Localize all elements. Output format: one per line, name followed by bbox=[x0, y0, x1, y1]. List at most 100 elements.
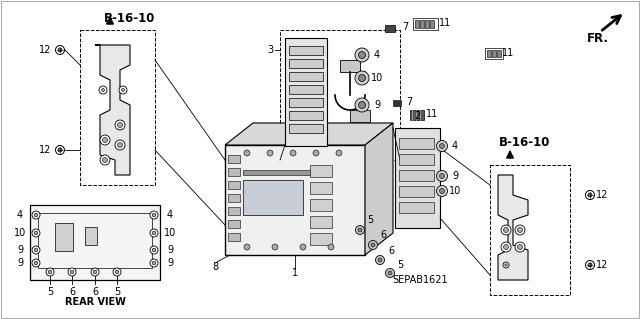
Text: 6: 6 bbox=[69, 287, 75, 297]
Circle shape bbox=[588, 263, 592, 267]
Circle shape bbox=[358, 75, 365, 81]
Circle shape bbox=[58, 48, 62, 52]
Polygon shape bbox=[95, 45, 130, 175]
Circle shape bbox=[150, 211, 158, 219]
Text: 8: 8 bbox=[212, 262, 218, 272]
Text: FR.: FR. bbox=[587, 32, 609, 44]
Bar bbox=[413, 18, 438, 30]
Circle shape bbox=[440, 189, 445, 194]
Circle shape bbox=[586, 261, 595, 270]
Bar bbox=[289, 85, 323, 94]
Bar bbox=[415, 20, 419, 28]
Bar bbox=[289, 46, 323, 55]
Text: 10: 10 bbox=[371, 73, 383, 83]
Bar bbox=[80, 30, 155, 185]
Bar bbox=[310, 216, 332, 228]
Bar bbox=[310, 182, 332, 194]
Text: 2: 2 bbox=[414, 111, 420, 121]
Circle shape bbox=[515, 242, 525, 252]
Text: 12: 12 bbox=[39, 145, 51, 155]
Circle shape bbox=[355, 48, 369, 62]
Bar bbox=[243, 180, 303, 215]
Circle shape bbox=[70, 270, 74, 274]
Bar bbox=[399, 138, 434, 149]
Text: 9: 9 bbox=[167, 245, 173, 255]
Circle shape bbox=[518, 244, 522, 249]
Bar bbox=[430, 20, 434, 28]
Text: 6: 6 bbox=[92, 287, 98, 297]
Bar bbox=[228, 207, 240, 215]
Text: 10: 10 bbox=[14, 228, 26, 238]
Text: 5: 5 bbox=[367, 215, 373, 225]
Bar bbox=[289, 111, 323, 120]
Circle shape bbox=[290, 150, 296, 156]
Circle shape bbox=[122, 88, 125, 92]
Polygon shape bbox=[498, 175, 528, 280]
Bar bbox=[55, 223, 73, 251]
Circle shape bbox=[118, 122, 122, 128]
Circle shape bbox=[336, 150, 342, 156]
Circle shape bbox=[504, 244, 509, 249]
Bar bbox=[492, 50, 496, 57]
Circle shape bbox=[152, 261, 156, 265]
Circle shape bbox=[440, 174, 445, 179]
Circle shape bbox=[501, 225, 511, 235]
Bar bbox=[399, 170, 434, 181]
Circle shape bbox=[505, 264, 507, 266]
Bar bbox=[228, 233, 240, 241]
Circle shape bbox=[376, 256, 385, 264]
Circle shape bbox=[388, 271, 392, 275]
Bar bbox=[228, 220, 240, 228]
Circle shape bbox=[358, 101, 365, 108]
Circle shape bbox=[46, 268, 54, 276]
Text: 5: 5 bbox=[114, 287, 120, 297]
Bar bbox=[399, 154, 434, 165]
Text: 5: 5 bbox=[47, 287, 53, 297]
Bar bbox=[243, 170, 318, 175]
Circle shape bbox=[32, 229, 40, 237]
Circle shape bbox=[115, 140, 125, 150]
Bar bbox=[395, 128, 440, 228]
Bar bbox=[490, 165, 570, 295]
Circle shape bbox=[267, 150, 273, 156]
Text: 9: 9 bbox=[17, 258, 23, 268]
Text: 12: 12 bbox=[596, 190, 608, 200]
Circle shape bbox=[504, 227, 509, 233]
Circle shape bbox=[378, 258, 382, 262]
Bar bbox=[289, 98, 323, 107]
Circle shape bbox=[328, 244, 334, 250]
Circle shape bbox=[244, 150, 250, 156]
Circle shape bbox=[113, 268, 121, 276]
Circle shape bbox=[102, 137, 108, 143]
Circle shape bbox=[152, 248, 156, 252]
Text: 7: 7 bbox=[406, 97, 412, 107]
Circle shape bbox=[244, 244, 250, 250]
Polygon shape bbox=[365, 123, 393, 255]
Circle shape bbox=[115, 120, 125, 130]
Circle shape bbox=[152, 213, 156, 217]
Text: 3: 3 bbox=[267, 45, 273, 55]
Circle shape bbox=[102, 88, 104, 92]
Text: B-16-10: B-16-10 bbox=[104, 11, 156, 25]
Circle shape bbox=[150, 259, 158, 267]
Polygon shape bbox=[225, 123, 393, 145]
Circle shape bbox=[385, 269, 394, 278]
Text: 9: 9 bbox=[452, 171, 458, 181]
Circle shape bbox=[32, 246, 40, 254]
Circle shape bbox=[93, 270, 97, 274]
Bar bbox=[228, 168, 240, 176]
Circle shape bbox=[313, 150, 319, 156]
Circle shape bbox=[150, 246, 158, 254]
Text: 11: 11 bbox=[426, 109, 438, 119]
Circle shape bbox=[371, 243, 375, 247]
Circle shape bbox=[119, 86, 127, 94]
Text: 9: 9 bbox=[167, 258, 173, 268]
Circle shape bbox=[586, 190, 595, 199]
Bar bbox=[310, 165, 332, 177]
Circle shape bbox=[358, 228, 362, 232]
Circle shape bbox=[58, 148, 62, 152]
Bar bbox=[420, 20, 424, 28]
Circle shape bbox=[272, 244, 278, 250]
Text: 12: 12 bbox=[596, 260, 608, 270]
Circle shape bbox=[355, 98, 369, 112]
